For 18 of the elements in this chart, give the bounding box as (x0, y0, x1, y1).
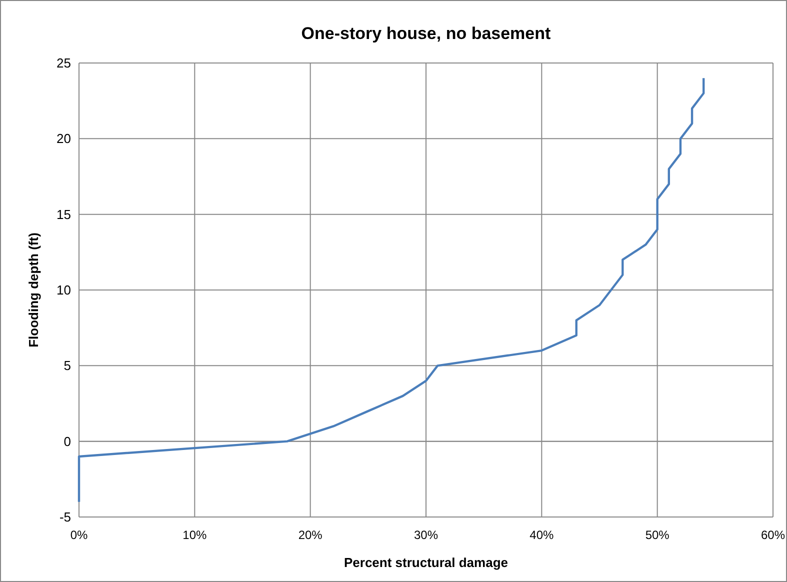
x-tick-label: 40% (530, 528, 554, 542)
x-axis-title: Percent structural damage (344, 555, 508, 570)
line-series (78, 77, 705, 503)
y-axis-title: Flooding depth (ft) (26, 232, 41, 348)
x-tick-label: 30% (414, 528, 438, 542)
y-tick-label: 5 (64, 358, 71, 374)
y-tick-label: -5 (59, 510, 71, 525)
x-tick-label: 50% (645, 528, 670, 542)
x-tick-label: 0% (70, 528, 88, 542)
y-tick-label: 20 (56, 131, 71, 146)
x-tick-label: 60% (760, 528, 786, 542)
x-tick-label: 20% (298, 528, 323, 542)
x-tick-label: 10% (182, 528, 207, 542)
y-tick-label: 15 (56, 206, 71, 222)
y-tick-label: 25 (56, 56, 71, 71)
y-tick-label: 10 (56, 282, 71, 298)
chart-title: One-story house, no basement (301, 24, 552, 43)
y-tick-label: 0 (64, 434, 71, 449)
